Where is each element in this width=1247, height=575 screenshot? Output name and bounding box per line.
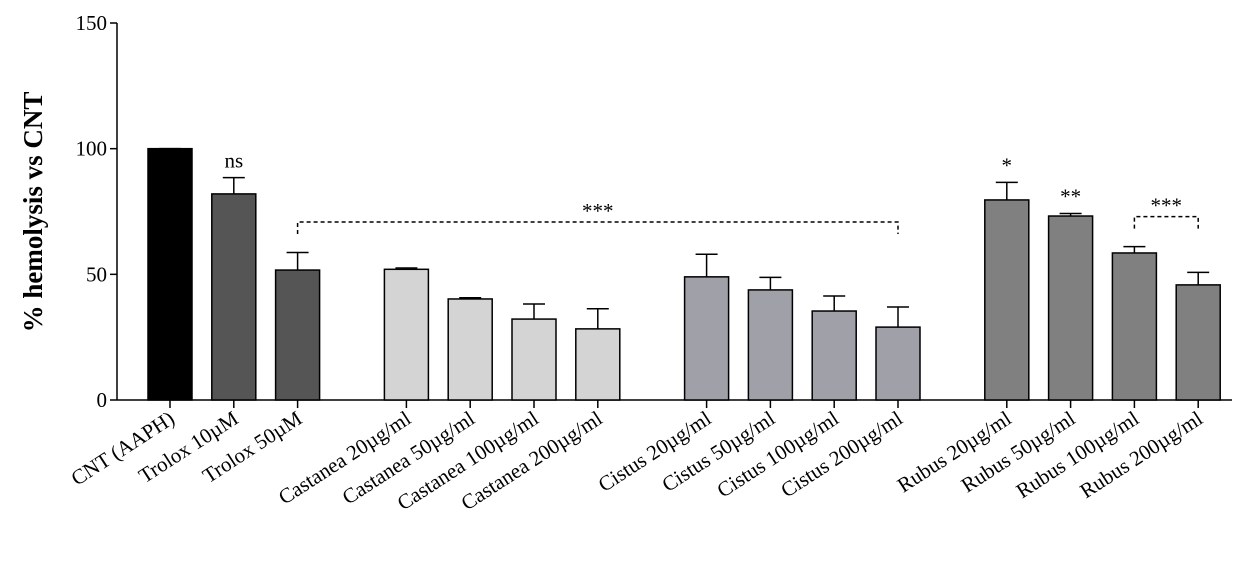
significance-label: ns [224, 149, 243, 173]
significance-bracket [1134, 217, 1198, 229]
y-tick-label: 0 [97, 388, 108, 412]
chart: % hemolysis vs CNT 050100150CNT (AAPH)Tr… [0, 0, 1247, 575]
bar [1049, 216, 1093, 400]
bar [748, 290, 792, 400]
bar [876, 327, 920, 400]
error-bar [1123, 247, 1145, 253]
error-bar [523, 304, 545, 319]
error-bar [887, 307, 909, 327]
error-bar [759, 277, 781, 290]
significance-label: *** [582, 199, 614, 223]
error-bar [696, 254, 718, 277]
bar [1176, 285, 1220, 400]
significance-label: ** [1060, 185, 1081, 209]
bar [276, 270, 320, 400]
y-tick-label: 100 [76, 137, 108, 161]
bar [685, 277, 729, 400]
error-bar [996, 182, 1018, 200]
bar [576, 329, 620, 400]
significance-bracket [298, 222, 898, 234]
error-bar [1187, 272, 1209, 285]
y-tick-label: 50 [86, 262, 107, 286]
bar [448, 299, 492, 400]
bar [148, 149, 192, 400]
bar [212, 194, 256, 400]
error-bar [223, 178, 245, 194]
bar [812, 311, 856, 400]
y-axis-label: % hemolysis vs CNT [18, 92, 48, 333]
significance-label: *** [1151, 194, 1183, 218]
bar [1112, 253, 1156, 400]
bar [512, 319, 556, 400]
error-bar [823, 296, 845, 311]
bar [384, 269, 428, 400]
error-bar [287, 252, 309, 270]
significance-label: * [1002, 153, 1013, 177]
bar [985, 200, 1029, 400]
error-bar [587, 309, 609, 329]
y-tick-label: 150 [76, 11, 108, 35]
